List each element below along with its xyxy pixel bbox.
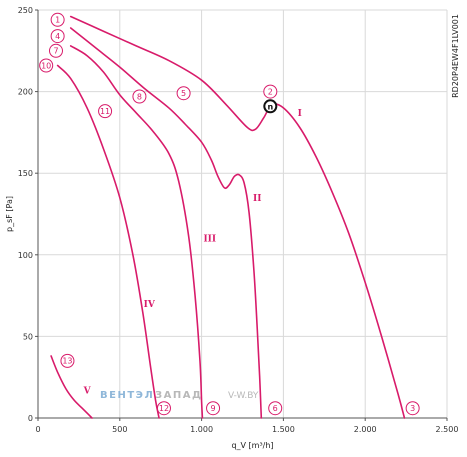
x-axis-title: q_V [m³/h] [231,441,273,450]
operating-point-marker: 4 [50,29,65,44]
operating-point-label: 11 [100,107,110,116]
operating-point-label: 8 [137,92,142,101]
operating-point-label: 7 [53,47,58,56]
operating-point-circle [156,401,171,416]
operating-point-label: 12 [159,404,169,413]
y-tick-label: 50 [23,332,33,341]
operating-point-circle [39,58,54,73]
y-tick-labels: 0 50 100 150 200 250 [18,6,38,423]
x-tick-label: 2.500 [436,425,459,434]
operating-point-circle [405,401,420,416]
y-tick-label: 250 [18,6,33,15]
series-line-v [50,355,93,419]
series-line-iv [56,64,160,419]
y-tick-label: 200 [18,88,33,97]
optimum-point-circle [263,99,278,114]
watermark: ВЕНТЭЛ ЗАПАД V-W.BY [100,390,259,401]
operating-point-circle [50,12,65,27]
operating-point-marker: 11 [98,104,113,119]
operating-point-label: 10 [41,61,51,70]
operating-point-label: 5 [181,89,186,98]
operating-point-circle [98,104,113,119]
x-tick-labels: 0 500 1.000 1.500 2.000 2.500 [35,418,458,434]
optimum-point-marker: n [263,99,278,114]
operating-point-label: 6 [273,404,278,413]
operating-point-label: 13 [62,357,72,366]
operating-point-marker: 6 [268,401,283,416]
operating-point-circle [263,84,278,99]
operating-point-marker: 12 [156,401,171,416]
x-tick-label: 1.000 [190,425,213,434]
plot-area [38,10,447,418]
operating-point-marker: 2 [263,84,278,99]
operating-point-label: 3 [410,404,415,413]
operating-point-label: 2 [268,87,273,96]
operating-point-label: 9 [211,404,216,413]
operating-point-label: 4 [55,32,60,41]
series-label-v: V [83,387,92,397]
x-tick-label: 500 [112,425,127,434]
y-tick-label: 150 [18,169,33,178]
operating-point-marker: 10 [39,58,54,73]
series-line-iii [69,45,204,419]
series-label-ii: II [253,194,261,204]
y-tick-label: 0 [28,414,33,423]
x-tick-label: 1.500 [272,425,295,434]
series-label-iv: IV [144,300,156,310]
y-axis-title: p_sF [Pa] [5,196,14,232]
series-line-ii [69,27,263,419]
operating-point-marker: 9 [206,401,221,416]
operating-point-marker: 7 [48,43,63,58]
operating-point-marker: 8 [132,89,147,104]
watermark-url: V-W.BY [228,391,259,401]
operating-point-marker: 13 [60,353,75,368]
operating-point-circle [48,43,63,58]
operating-point-marker: 5 [176,86,191,101]
operating-point-circle [60,353,75,368]
operating-point-marker: 1 [50,12,65,27]
operating-point-circle [50,29,65,44]
operating-point-circle [206,401,221,416]
series-label-iii: III [203,235,216,245]
optimum-point-label: n [267,102,273,111]
y-tick-label: 100 [18,251,33,260]
operating-point-circle [268,401,283,416]
operating-point-label: 1 [55,16,60,25]
operating-point-circle [176,86,191,101]
operating-point-marker: 3 [405,401,420,416]
watermark-brand-part1: ВЕНТЭЛ [100,390,154,401]
series-label-i: I [298,109,302,119]
grid-lines [38,9,448,418]
operating-point-circle [132,89,147,104]
x-tick-label: 0 [35,425,40,434]
model-code-label: RD20P4EW4F1LV001 [451,14,460,98]
watermark-brand-part2: ЗАПАД [155,390,202,401]
x-tick-label: 2.000 [354,425,377,434]
